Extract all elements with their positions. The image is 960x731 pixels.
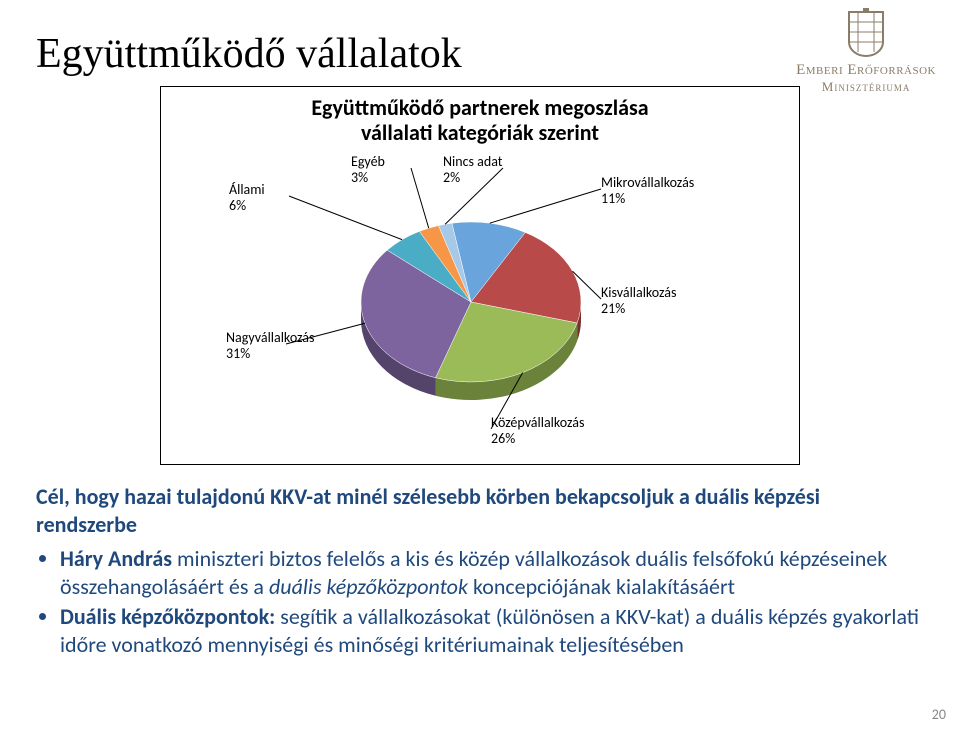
crest-icon bbox=[843, 8, 889, 60]
slide: Emberi Erőforrások Minisztériuma Együttm… bbox=[0, 0, 960, 731]
slice-label: Nincs adat2% bbox=[443, 154, 503, 186]
body-text: Cél, hogy hazai tulajdonú KKV-at minél s… bbox=[36, 483, 924, 660]
bullet-item: Duális képzőközpontok: segítik a vállalk… bbox=[60, 603, 924, 659]
bullet-list: Háry András miniszteri biztos felelős a … bbox=[36, 545, 924, 660]
bullet-item: Háry András miniszteri biztos felelős a … bbox=[60, 545, 924, 601]
pie-chart: Mikrovállalkozás11% Kisvállalkozás21% Közé… bbox=[171, 150, 789, 450]
slice-label: Középvállalkozás26% bbox=[491, 415, 584, 447]
page-number: 20 bbox=[932, 706, 946, 723]
lead-sentence: Cél, hogy hazai tulajdonú KKV-at minél s… bbox=[36, 483, 820, 538]
ministry-logo: Emberi Erőforrások Minisztériuma bbox=[796, 8, 936, 95]
page-title: Együttműködő vállalatok bbox=[36, 30, 924, 78]
chart-title: Együttműködő partnerek megoszlásavállala… bbox=[171, 95, 789, 146]
slice-label: Nagyvállalkozás31% bbox=[226, 330, 315, 362]
slice-label: Kisvállalkozás21% bbox=[601, 285, 677, 317]
slice-label: Állami6% bbox=[229, 182, 265, 214]
logo-text-2: Minisztériuma bbox=[796, 79, 936, 95]
slice-label: Egyéb3% bbox=[351, 154, 385, 186]
slice-label: Mikrovállalkozás11% bbox=[601, 175, 694, 207]
logo-text-1: Emberi Erőforrások bbox=[796, 62, 936, 79]
chart-frame: Együttműködő partnerek megoszlásavállala… bbox=[160, 86, 800, 465]
